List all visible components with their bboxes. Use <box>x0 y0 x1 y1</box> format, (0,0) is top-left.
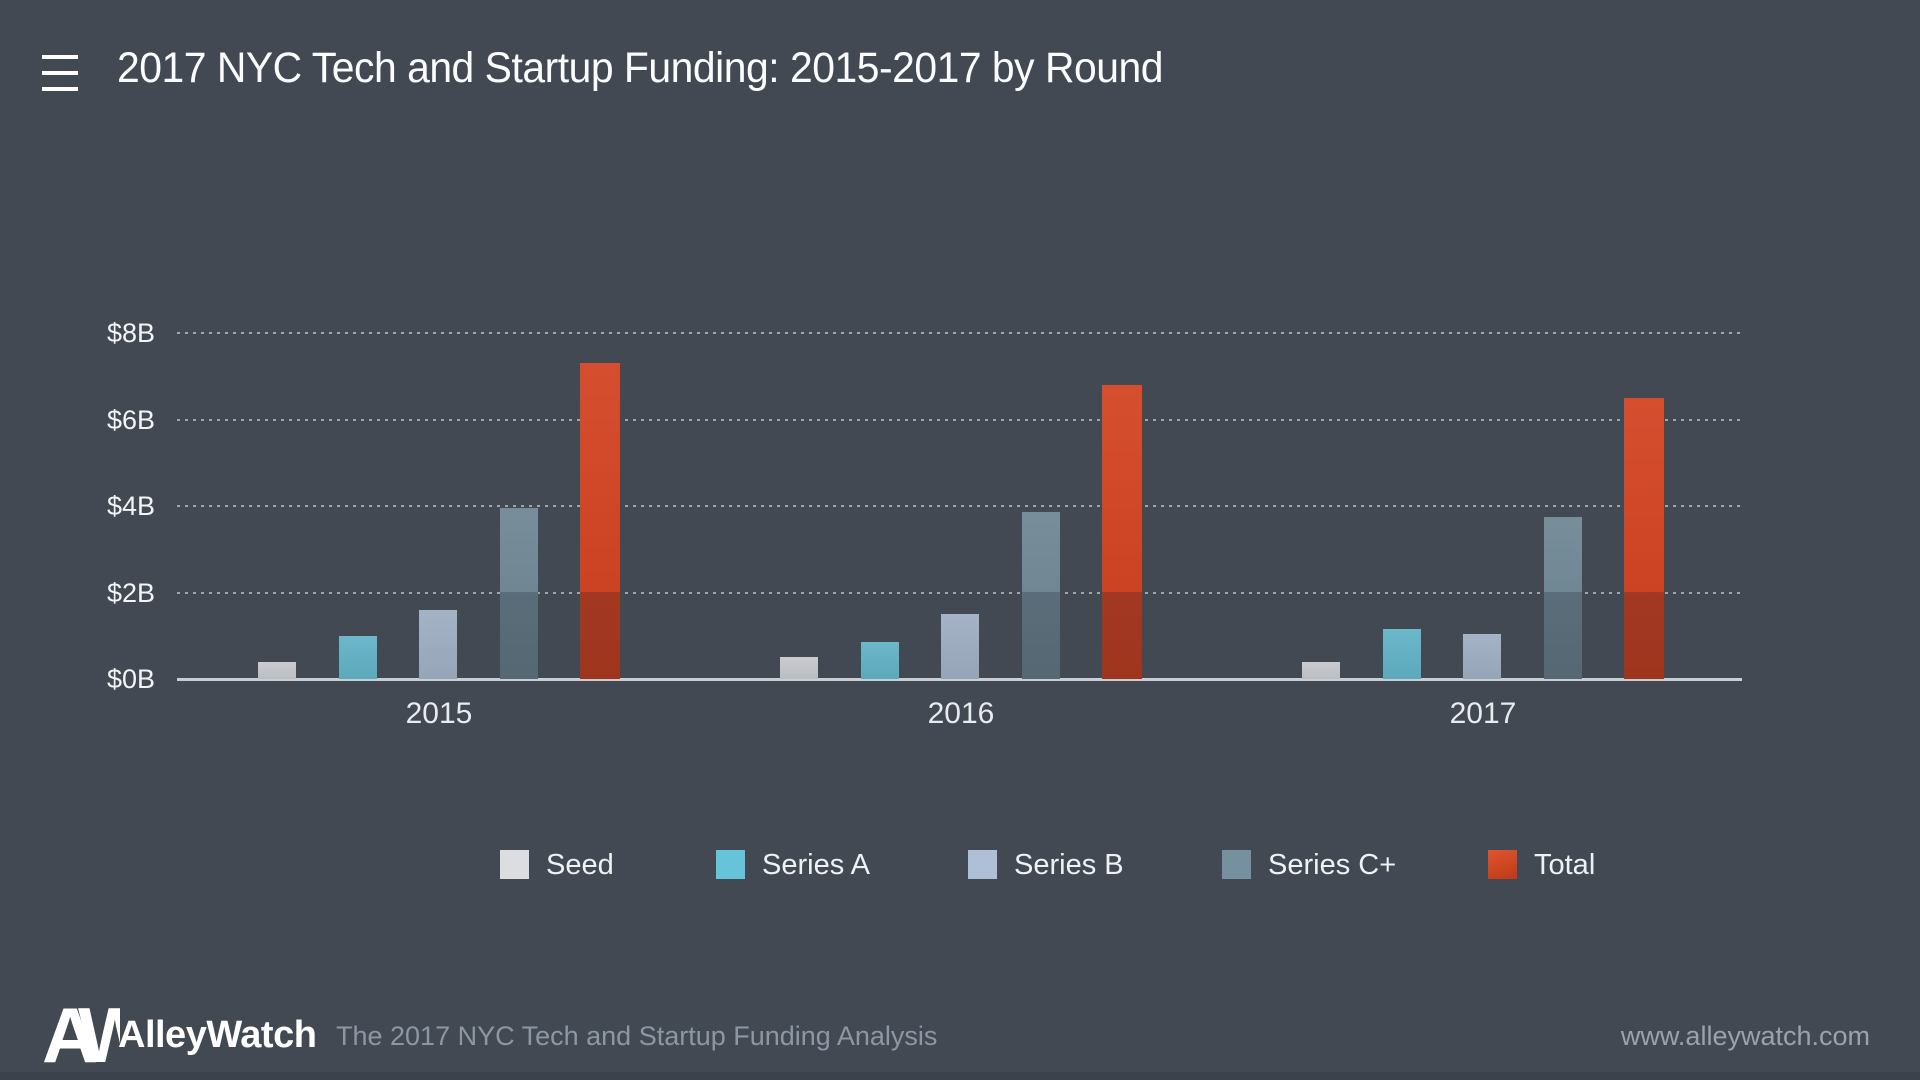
y-axis-label-0b: $0B <box>106 664 155 694</box>
footer-url: www.alleywatch.com <box>1620 1021 1870 1051</box>
bar-2015-series-b <box>419 610 457 679</box>
x-axis-line <box>177 678 1742 681</box>
menu-line <box>42 87 78 91</box>
bar-2016-series-c <box>1021 512 1060 679</box>
bar-shade <box>1543 592 1582 679</box>
gridline-4b <box>177 505 1742 507</box>
legend-label-series-a: Series A <box>762 849 870 881</box>
legend-swatch-series-b <box>968 850 997 879</box>
bar-2017-series-b <box>1463 634 1501 679</box>
bar-2017-total <box>1624 398 1664 679</box>
legend-swatch-series-a <box>716 850 745 879</box>
gridline-2b <box>177 591 1742 594</box>
bar-2016-series-a <box>860 642 899 679</box>
bar-shade <box>1624 592 1664 679</box>
brand-name: AlleyWatch <box>118 1014 317 1056</box>
y-axis-label-4b: $4B <box>106 491 155 521</box>
y-axis-label-8b: $8B <box>106 318 155 348</box>
y-axis-label-6b: $6B <box>106 404 155 435</box>
bar-shade <box>1102 592 1142 679</box>
legend-label-total: Total <box>1534 849 1596 881</box>
gridline-6b <box>177 418 1742 421</box>
hamburger-menu-icon[interactable] <box>42 55 78 103</box>
footer-tagline: The 2017 NYC Tech and Startup Funding An… <box>336 1021 938 1051</box>
bar-2016-total <box>1102 385 1142 679</box>
x-axis-label-2016: 2016 <box>927 697 995 730</box>
bar-2015-total <box>580 363 620 679</box>
legend-label-series-c: Series C+ <box>1268 849 1397 881</box>
legend-swatch-total <box>1488 850 1517 879</box>
bar-shade <box>499 592 538 679</box>
y-axis-label-2b: $2B <box>106 577 155 608</box>
menu-line <box>42 55 78 59</box>
bottom-strip <box>0 1072 1920 1080</box>
bar-2017-seed <box>1302 662 1340 679</box>
logo-monogram: AW <box>42 998 120 1072</box>
legend-swatch-series-c <box>1222 850 1251 879</box>
bar-2015-series-c <box>499 508 538 679</box>
bar-2016-seed <box>780 657 818 679</box>
bar-2017-series-c <box>1543 517 1582 679</box>
bar-2015-series-a <box>338 636 377 679</box>
bar-shade <box>580 592 620 679</box>
page-title: 2017 NYC Tech and Startup Funding: 2015-… <box>117 44 1164 92</box>
bar-2017-series-a <box>1382 629 1421 679</box>
menu-line <box>42 71 78 75</box>
alleywatch-logo: AW <box>42 991 168 1079</box>
bar-2015-seed <box>258 662 296 679</box>
x-axis-label-2017: 2017 <box>1449 697 1517 730</box>
legend-swatch-seed <box>500 850 529 879</box>
bar-shade <box>1021 592 1060 679</box>
bar-2016-series-b <box>941 614 979 679</box>
gridline-8b <box>177 332 1742 334</box>
legend-label-seed: Seed <box>546 849 614 881</box>
x-axis-label-2015: 2015 <box>405 697 473 730</box>
legend-label-series-b: Series B <box>1014 849 1124 881</box>
